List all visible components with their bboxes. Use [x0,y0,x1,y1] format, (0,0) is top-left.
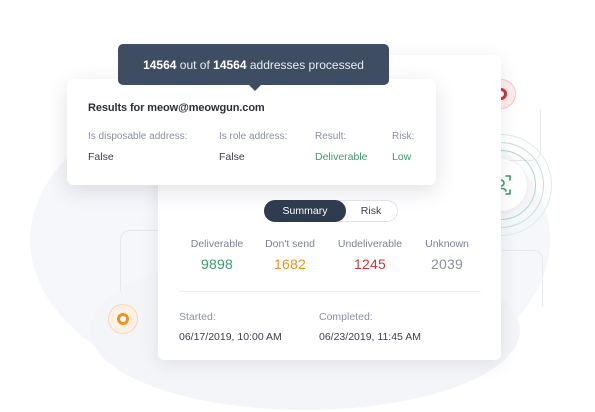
started-value: 06/17/2019, 10:00 AM [179,331,282,343]
result-field: Result: Deliverable [315,131,368,163]
field-value: Deliverable [315,151,368,163]
field-value: Low [392,151,412,163]
stat-undeliverable: Undeliverable 1245 [333,238,407,272]
started-label: Started: [179,311,216,323]
tab-group: Summary Risk [264,200,398,222]
result-card: Results for meow@meowgun.com Is disposab… [67,79,436,185]
stat-value: 1682 [274,256,306,272]
tooltip-text: out of [176,57,214,72]
stat-unknown: Unknown 2039 [420,238,474,272]
field-label: Is role address: [219,131,288,142]
stat-label: Don't send [265,238,315,250]
stat-value: 9898 [201,256,233,272]
field-label: Is disposable address: [88,131,188,142]
stat-value: 1245 [354,256,386,272]
stat-label: Unknown [425,238,469,250]
risk-field: Risk: Low [392,131,414,163]
tab-summary[interactable]: Summary [264,200,346,222]
completed-value: 06/23/2019, 11:45 AM [319,331,421,343]
progress-tooltip: 14564 out of 14564 addresses processed [118,44,389,91]
stat-deliverable: Deliverable 9898 [186,238,248,272]
processed-count: 14564 [143,57,177,72]
started-info: Started: 06/17/2019, 10:00 AM [179,311,282,343]
completed-label: Completed: [319,311,373,323]
field-value: False [88,151,114,163]
stat-label: Deliverable [190,238,244,250]
stat-label: Undeliverable [337,238,403,250]
decorative-line [120,230,161,291]
stat-value: 2039 [431,256,463,272]
total-count: 14564 [213,57,247,72]
divider [179,291,481,292]
tooltip-text: addresses processed [246,57,364,72]
field-label: Risk: [392,131,415,142]
completed-info: Completed: 06/23/2019, 11:45 AM [319,311,421,343]
disposable-field: Is disposable address: False [88,131,188,163]
field-label: Result: [315,131,347,142]
role-field: Is role address: False [219,131,287,163]
status-dot-orange-icon [108,304,138,334]
decorative-line [502,250,543,306]
field-value: False [219,151,245,163]
tooltip-arrow [249,85,261,91]
stat-dont-send: Don't send 1682 [260,238,320,272]
tab-risk[interactable]: Risk [360,205,382,217]
result-title: Results for meow@meowgun.com [88,102,265,114]
